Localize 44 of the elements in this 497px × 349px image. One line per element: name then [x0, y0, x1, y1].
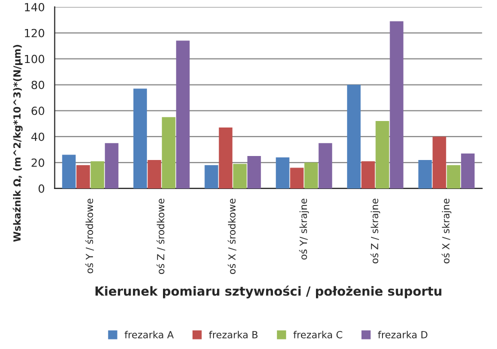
bar	[418, 160, 432, 188]
bar	[361, 161, 375, 188]
legend-label: frezarka C	[293, 330, 342, 338]
y-tick-label: 20	[32, 158, 44, 167]
bar	[176, 40, 190, 188]
y-axis-title: Wskaźnik Ω, (m^2/kg*10^3)*(N/μm)	[12, 44, 23, 242]
y-tick-label: 0	[38, 184, 44, 193]
bar	[62, 154, 76, 188]
y-tick-label: 120	[24, 28, 44, 38]
x-tick-label: oś X / środkowe	[228, 198, 236, 274]
y-tick-label: 140	[24, 2, 44, 12]
bar	[218, 128, 232, 188]
legend-label: frezarka D	[378, 330, 428, 338]
x-tick-label: oś Z / środkowe	[156, 198, 166, 274]
x-tick-label: oś X / skrajne	[442, 198, 452, 264]
bar	[76, 165, 90, 188]
bar	[304, 162, 318, 188]
bar	[247, 156, 261, 188]
y-tick-label: 40	[31, 132, 44, 141]
bar	[148, 160, 162, 188]
bar	[104, 143, 118, 188]
legend-label: frezarka B	[208, 330, 258, 338]
bar	[133, 88, 147, 188]
bar	[233, 164, 247, 188]
bar	[290, 168, 304, 188]
bar	[90, 161, 104, 188]
bar	[162, 117, 176, 188]
bar	[376, 121, 390, 188]
y-tick-label: 100	[24, 54, 44, 64]
bar	[432, 136, 446, 188]
bar	[204, 165, 218, 188]
y-tick-label: 60	[32, 106, 44, 116]
bar	[461, 153, 475, 188]
legend-label: frezarka A	[124, 330, 174, 338]
bar	[318, 143, 332, 188]
y-tick-label: 80	[32, 80, 44, 90]
x-tick-label: oś Y/ skrajne	[299, 198, 309, 260]
bar	[446, 165, 460, 188]
x-tick-label: oś Z / skrajne	[370, 198, 380, 264]
x-axis-title: Kierunek pomiaru sztywności / położenie suportu	[96, 286, 442, 298]
bar	[347, 84, 361, 188]
bar	[390, 21, 404, 188]
x-tick-label: oś Y / środkowe	[85, 198, 94, 274]
bar	[276, 157, 290, 188]
